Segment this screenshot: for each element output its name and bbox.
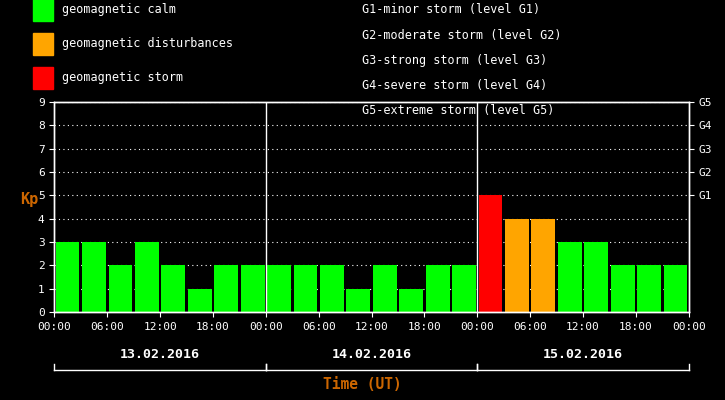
Bar — [584, 242, 608, 312]
Bar — [162, 265, 185, 312]
Text: G5-extreme storm (level G5): G5-extreme storm (level G5) — [362, 104, 555, 117]
Bar — [267, 265, 291, 312]
Bar — [109, 265, 133, 312]
Bar — [347, 289, 370, 312]
Bar — [558, 242, 581, 312]
Text: Time (UT): Time (UT) — [323, 377, 402, 392]
Bar — [373, 265, 397, 312]
Text: geomagnetic calm: geomagnetic calm — [62, 4, 175, 16]
Text: 14.02.2016: 14.02.2016 — [331, 348, 412, 360]
Text: G2-moderate storm (level G2): G2-moderate storm (level G2) — [362, 29, 562, 42]
Text: geomagnetic storm: geomagnetic storm — [62, 72, 183, 84]
Bar — [241, 265, 265, 312]
Bar — [426, 265, 450, 312]
Text: G3-strong storm (level G3): G3-strong storm (level G3) — [362, 54, 548, 67]
Bar — [531, 219, 555, 312]
Text: 13.02.2016: 13.02.2016 — [120, 348, 200, 360]
Bar — [82, 242, 106, 312]
Bar — [56, 242, 80, 312]
Bar — [610, 265, 634, 312]
Bar — [452, 265, 476, 312]
Text: G4-severe storm (level G4): G4-severe storm (level G4) — [362, 79, 548, 92]
Bar — [399, 289, 423, 312]
Bar — [637, 265, 661, 312]
Bar — [663, 265, 687, 312]
Text: geomagnetic disturbances: geomagnetic disturbances — [62, 38, 233, 50]
Text: 15.02.2016: 15.02.2016 — [543, 348, 623, 360]
Bar — [188, 289, 212, 312]
Text: G1-minor storm (level G1): G1-minor storm (level G1) — [362, 4, 541, 16]
Bar — [505, 219, 529, 312]
Bar — [478, 195, 502, 312]
Bar — [215, 265, 238, 312]
Bar — [320, 265, 344, 312]
Bar — [294, 265, 318, 312]
Y-axis label: Kp: Kp — [20, 192, 38, 207]
Bar — [135, 242, 159, 312]
